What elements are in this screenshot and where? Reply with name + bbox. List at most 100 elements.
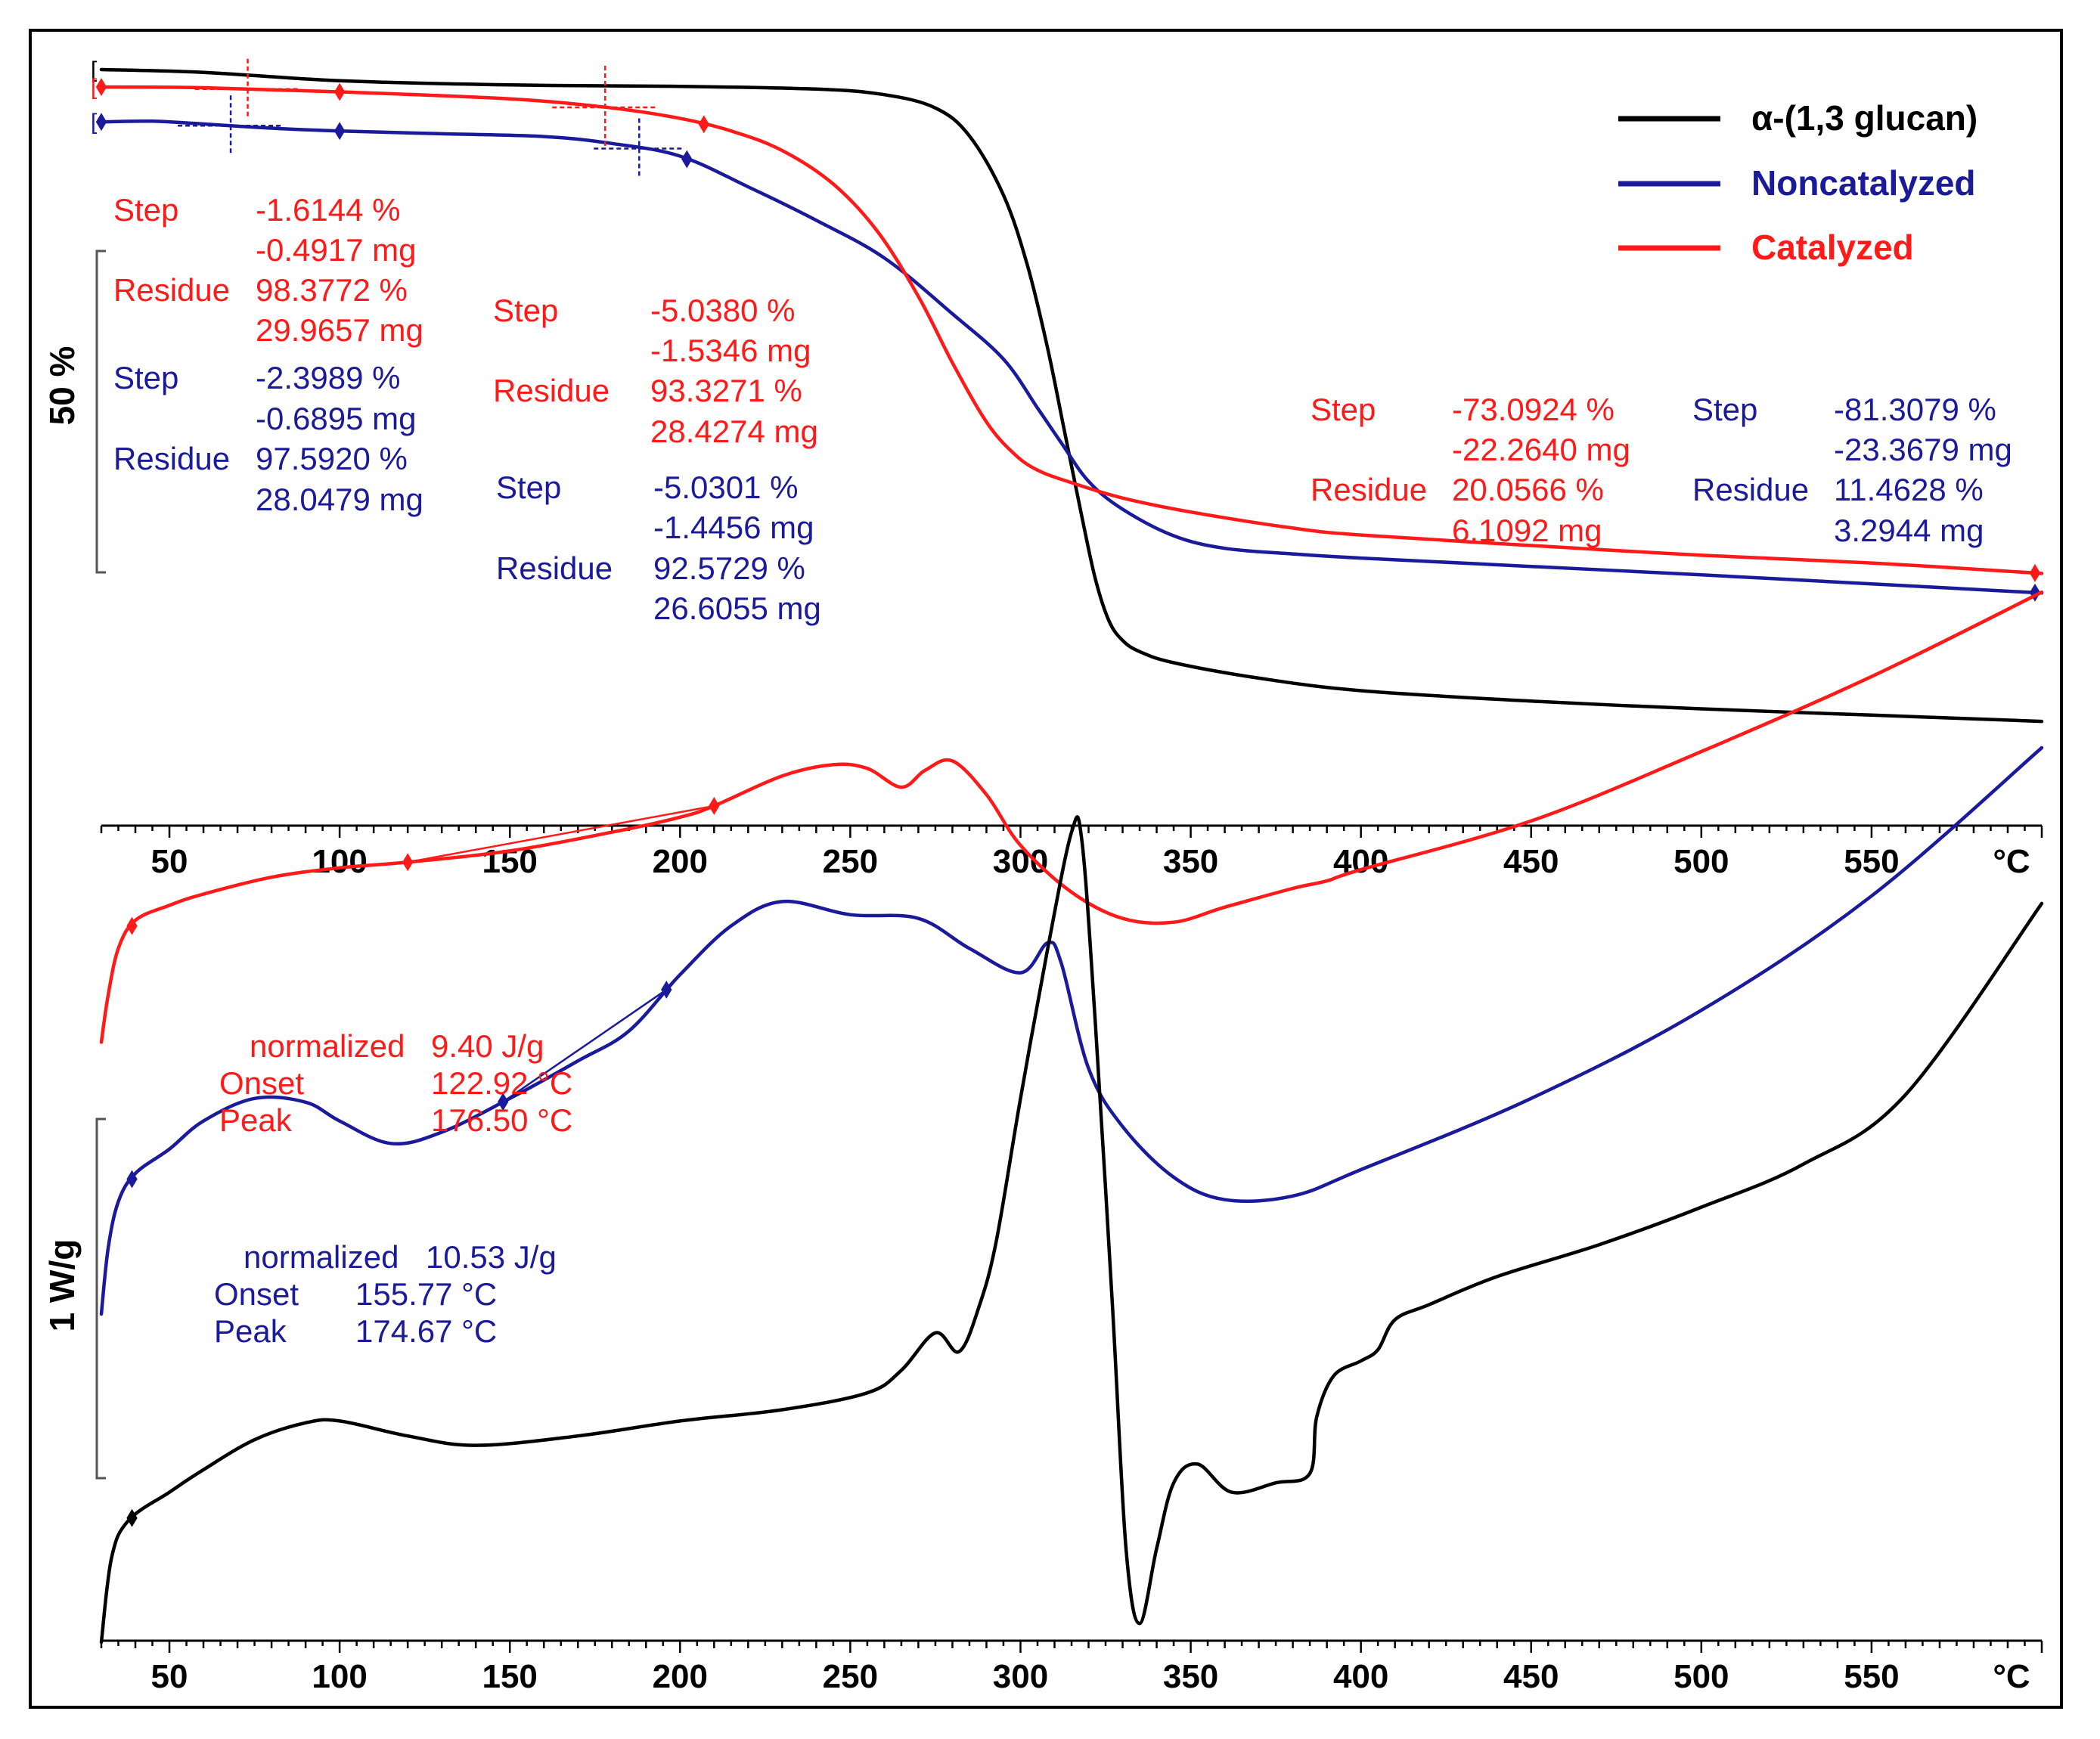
tga-unit-label: °C: [1993, 843, 2030, 880]
annotation-value: 93.3271 %: [650, 373, 802, 408]
dsc-x-axis: 50 100 150 200 250 300 350 400 450 500 550 °C: [100, 1639, 2043, 1695]
tga-tick-label: 350: [1163, 843, 1218, 880]
annotation-label: Onset: [219, 1065, 304, 1101]
tga-start-bracket: [: [91, 110, 98, 135]
annotation-label: Step: [113, 360, 178, 395]
annotation-label: Peak: [219, 1102, 293, 1138]
tga-tick-label: 500: [1673, 843, 1729, 880]
dsc-blue-peak-area-limit-marker: [661, 981, 672, 999]
legend-label-glucan: α-(1,3 glucan): [1751, 98, 1977, 138]
tga-red-step-marker: [95, 78, 107, 97]
annotation-value: 20.0566 %: [1452, 472, 1604, 507]
dsc-integration-hatching: [407, 804, 715, 1103]
dsc-annotation-red: normalized 9.40 J/g Onset 122.92 °C Peak…: [219, 1028, 572, 1138]
dsc-tick-label: 400: [1333, 1658, 1388, 1695]
annotation-label: Residue: [496, 550, 613, 586]
tga-annotation-red-2: Step -5.0380 % -1.5346 mg Residue 93.327…: [493, 293, 818, 449]
annotation-value: -1.5346 mg: [650, 333, 811, 368]
tga-tick-label: 550: [1844, 843, 1899, 880]
dsc-series-noncatalyzed: [99, 746, 2044, 1316]
tga-scale-label: 50 %: [42, 346, 82, 426]
tga-series-group: [99, 67, 2044, 724]
dsc-series-1-3-glucan: [99, 815, 2044, 1644]
annotation-value: 176.50 °C: [431, 1102, 572, 1138]
dsc-red-peak-area-limit-marker: [402, 853, 414, 872]
annotation-value: -2.3989 %: [256, 360, 400, 395]
dsc-tick-label: 150: [482, 1658, 537, 1695]
annotation-label: Residue: [1692, 472, 1809, 507]
tga-start-bracket: [: [91, 75, 98, 100]
dsc-start-marker: [126, 916, 138, 935]
annotation-label: Onset: [214, 1276, 299, 1312]
annotation-value: 26.6055 mg: [653, 591, 821, 626]
tga-tick-label: 300: [993, 843, 1048, 880]
tga-tick-label: 200: [653, 843, 708, 880]
annotation-label: normalized: [250, 1028, 405, 1064]
tga-tick-label: 250: [823, 843, 878, 880]
annotation-value: 28.4274 mg: [650, 414, 818, 449]
annotation-value: 122.92 °C: [431, 1065, 572, 1101]
dsc-tick-label: 200: [653, 1658, 708, 1695]
tga-scale-bar: [95, 250, 106, 574]
annotation-value: -22.2640 mg: [1452, 432, 1630, 467]
annotation-value: 174.67 °C: [355, 1313, 497, 1349]
annotation-label: Peak: [214, 1313, 287, 1349]
dsc-blue-peak-area-baseline: [502, 988, 667, 1103]
annotation-value: -23.3679 mg: [1834, 432, 2012, 467]
annotation-value: -81.3079 %: [1834, 392, 1996, 427]
annotation-value: 9.40 J/g: [431, 1028, 544, 1064]
dsc-annotation-blue: normalized 10.53 J/g Onset 155.77 °C Pea…: [214, 1239, 557, 1349]
annotation-label: Step: [113, 192, 178, 228]
dsc-integration-markers: [126, 796, 720, 1527]
tga-tick-label: 450: [1503, 843, 1559, 880]
dsc-blue-peak-area-limit-marker: [498, 1093, 509, 1111]
dsc-unit-label: °C: [1993, 1658, 2030, 1695]
tga-panel: [[[ 50 100 150 200 250 300 350 400 450 500 550 °C 5…: [42, 57, 2044, 880]
annotation-value: 3.2944 mg: [1834, 513, 1984, 548]
tga-red-step-marker: [333, 82, 346, 101]
annotation-value: 6.1092 mg: [1452, 513, 1602, 548]
annotation-label: Step: [1692, 392, 1757, 427]
tga-annotation-blue-2: Step -5.0301 % -1.4456 mg Residue 92.572…: [496, 470, 821, 626]
tga-series-catalyzed: [99, 85, 2044, 575]
dsc-scale-label: 1 W/g: [42, 1239, 82, 1332]
annotation-value: 92.5729 %: [653, 550, 805, 586]
tga-blue-step-marker: [95, 113, 107, 132]
tga-annotation-red-3: Step -73.0924 % -22.2640 mg Residue 20.0…: [1311, 392, 1630, 548]
annotation-value: 155.77 °C: [355, 1276, 497, 1312]
annotation-value: 10.53 J/g: [426, 1239, 557, 1275]
dsc-series-group: [99, 590, 2044, 1644]
annotation-label: Step: [496, 470, 561, 505]
annotation-value: -1.6144 %: [256, 192, 400, 228]
annotation-label: Residue: [113, 272, 230, 308]
tga-annotation-blue-1: Step -2.3989 % -0.6895 mg Residue 97.592…: [113, 360, 423, 517]
tga-series-1-3-glucan: [99, 67, 2044, 724]
legend-label-catalyzed: Catalyzed: [1751, 228, 1914, 267]
annotation-value: -5.0380 %: [650, 293, 795, 328]
dsc-tick-label: 350: [1163, 1658, 1218, 1695]
dsc-series-catalyzed: [99, 590, 2044, 1044]
tga-tick-label: 50: [151, 843, 188, 880]
tga-step-markers: [[[: [91, 57, 2041, 602]
tga-red-step-marker: [698, 115, 709, 134]
tga-scale-bracket: [95, 250, 106, 574]
dsc-start-marker: [126, 1508, 138, 1527]
legend-label-noncatalyzed: Noncatalyzed: [1751, 163, 1976, 203]
annotation-value: -0.6895 mg: [256, 401, 416, 436]
annotation-label: normalized: [244, 1239, 399, 1275]
dsc-tick-label: 300: [993, 1658, 1048, 1695]
dsc-scale-bracket: [95, 1117, 106, 1480]
dsc-red-peak-area-baseline: [407, 804, 715, 863]
tga-annotation-blue-3: Step -81.3079 % -23.3679 mg Residue 11.4…: [1692, 392, 2012, 548]
annotation-label: Residue: [1311, 472, 1427, 507]
annotation-value: -0.4917 mg: [256, 232, 416, 268]
annotation-label: Step: [1311, 392, 1376, 427]
figure-frame: [29, 29, 2063, 1709]
annotation-label: Residue: [113, 441, 230, 476]
legend: α-(1,3 glucan) Noncatalyzed Catalyzed: [1618, 98, 1977, 267]
tga-tick-label: 100: [312, 843, 367, 880]
dsc-panel: 50 100 150 200 250 300 350 400 450 500 550 °C 1 W/g…: [42, 590, 2044, 1695]
annotation-value: 11.4628 %: [1834, 472, 1984, 507]
dsc-tick-label: 50: [151, 1658, 188, 1695]
